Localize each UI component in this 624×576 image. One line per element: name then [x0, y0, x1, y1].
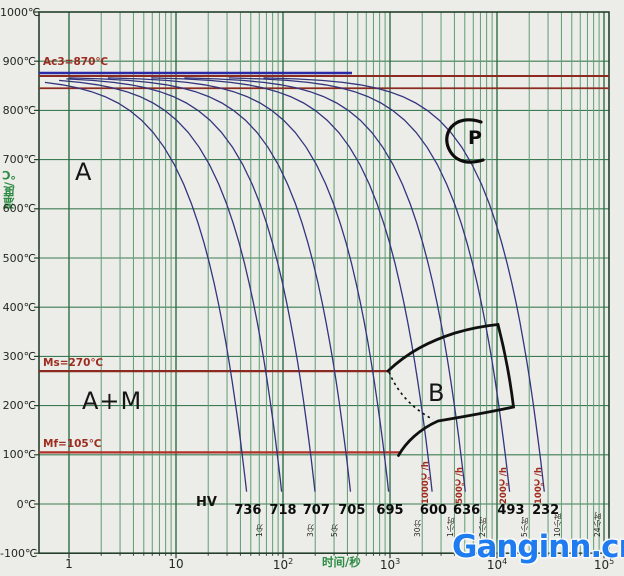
- x-tick-exponent: 2: [288, 557, 294, 566]
- y-tick-label: 700℃: [2, 153, 36, 167]
- ms-line-label: Ms=270℃: [43, 357, 104, 369]
- cooling-curve-hv-695: [107, 77, 390, 492]
- y-tick-label: 1000℃: [0, 5, 41, 19]
- x-tick-exponent: 3: [395, 557, 401, 566]
- y-tick-label: 300℃: [2, 349, 36, 363]
- watermark: Ganginn.cn: [452, 529, 624, 565]
- x-tick-label: 102: [272, 557, 294, 572]
- mf-line-label: Mf=105℃: [43, 438, 102, 450]
- y-tick-label: 800℃: [2, 103, 36, 117]
- x-tick-label: 103: [379, 557, 401, 572]
- hv-value: 232: [532, 503, 560, 518]
- y-tick-label: 500℃: [2, 251, 36, 265]
- x-tick-label: 10: [168, 557, 184, 571]
- y-tick-label: 200℃: [2, 399, 36, 413]
- cooling-rate-label: 500℃/h: [454, 467, 465, 504]
- y-tick-label: 900℃: [2, 54, 36, 68]
- cooling-curve-hv-736: [44, 81, 248, 492]
- plot-frame: [38, 11, 610, 555]
- time-marker-label: 5分: [330, 524, 340, 537]
- pearlite-region-outline: [445, 118, 485, 164]
- cooling-curve-hv-707: [66, 78, 316, 492]
- ac3-line-label: Ac3=870℃: [43, 56, 109, 68]
- hv-value: 718: [269, 503, 297, 518]
- cooling-curve-hv-232: [263, 77, 545, 492]
- time-marker-label: 30分: [413, 519, 423, 537]
- region-label-bainite: B: [428, 379, 446, 407]
- y-tick-label: 400℃: [2, 300, 36, 314]
- cooling-curve-hv-600: [151, 77, 433, 492]
- hv-value: 707: [302, 503, 330, 518]
- hv-value: 493: [497, 503, 525, 518]
- hv-value: 705: [338, 503, 366, 518]
- cooling-curve-hv-493: [228, 77, 511, 492]
- x-tick-label: 105: [593, 557, 615, 572]
- bainite-region-outline: [386, 322, 516, 457]
- x-tick-exponent: 4: [502, 557, 508, 566]
- cooling-curve-hv-705: [69, 77, 352, 492]
- hv-value: 736: [234, 503, 262, 518]
- hardness-row-label: HV: [196, 495, 217, 510]
- x-tick-label: 104: [486, 557, 508, 572]
- bainite-region-dotted-boundary: [388, 371, 434, 421]
- region-label-austenite-martensite: A+M: [82, 387, 143, 415]
- time-marker-label: 1分: [255, 524, 265, 537]
- cooling-rate-label: 200℃/h: [498, 467, 509, 504]
- x-axis-title: 时间/秒: [322, 555, 361, 569]
- y-tick-label: 100℃: [2, 448, 36, 462]
- cooling-curve-hv-636: [184, 77, 466, 492]
- y-tick-label: 600℃: [2, 202, 36, 216]
- time-marker-label: 3分: [306, 524, 316, 537]
- region-label-pearlite: P: [468, 127, 482, 149]
- y-tick-label: -100℃: [0, 546, 38, 560]
- x-tick-exponent: 5: [609, 557, 615, 566]
- hv-value: 600: [419, 503, 448, 518]
- cooling-curve-hv-718: [58, 79, 283, 492]
- x-tick-label: 1: [65, 557, 73, 571]
- hv-value: 695: [376, 503, 404, 518]
- region-label-austenite: A: [75, 158, 93, 186]
- cooling-rate-label: 100℃/h: [533, 467, 544, 504]
- cooling-rate-label: 1000℃/h: [421, 461, 432, 504]
- hv-value: 636: [453, 503, 481, 518]
- y-tick-label: 0℃: [16, 497, 36, 511]
